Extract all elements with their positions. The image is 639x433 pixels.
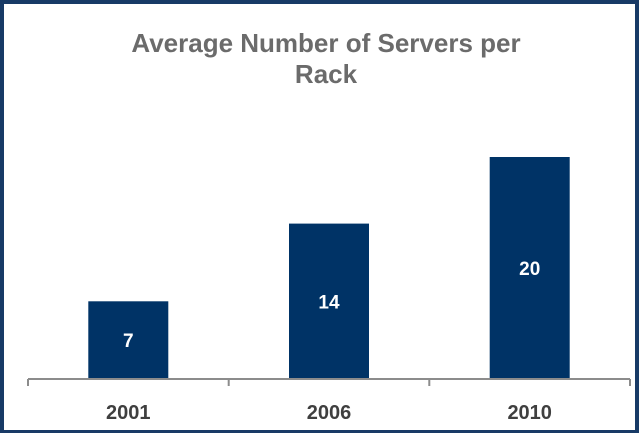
chart-title-line-1: Average Number of Servers per: [131, 28, 520, 58]
value-label-2001: 7: [123, 331, 134, 352]
bar-series: 7 14 20: [88, 157, 570, 379]
x-tick-label-2001: 2001: [106, 402, 151, 424]
bar-2006: [289, 223, 369, 379]
chart-title-line-2: Rack: [295, 59, 358, 89]
bar-2001: [88, 301, 169, 379]
x-axis: 2001 2006 2010: [27, 378, 631, 424]
bar-2010: [489, 157, 570, 379]
value-label-2006: 14: [318, 292, 340, 313]
x-tick-label-2010: 2010: [507, 402, 552, 424]
x-tick-label-2006: 2006: [307, 402, 352, 424]
value-label-2010: 20: [519, 259, 540, 280]
